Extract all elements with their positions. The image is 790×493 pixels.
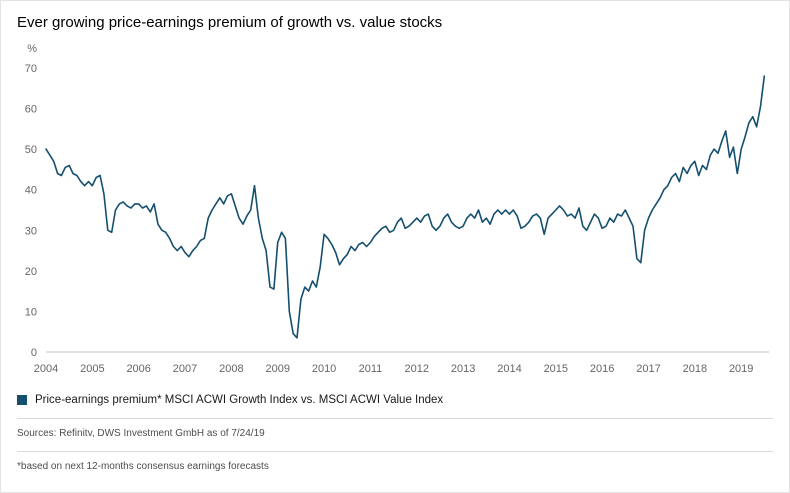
x-tick-label: 2012 bbox=[405, 363, 429, 375]
x-tick-label: 2013 bbox=[451, 363, 475, 375]
y-tick-label: 50 bbox=[25, 144, 37, 156]
x-tick-label: 2014 bbox=[497, 363, 521, 375]
x-tick-label: 2018 bbox=[683, 363, 707, 375]
y-tick-label: 40 bbox=[25, 185, 37, 197]
x-tick-label: 2009 bbox=[265, 363, 289, 375]
x-tick-label: 2004 bbox=[34, 363, 58, 375]
x-tick-label: 2007 bbox=[173, 363, 197, 375]
y-tick-label: 60 bbox=[25, 104, 37, 116]
x-tick-label: 2011 bbox=[359, 363, 383, 375]
chart-legend: Price-earnings premium* MSCI ACWI Growth… bbox=[1, 394, 789, 406]
footnote-text: *based on next 12-months consensus earni… bbox=[17, 461, 269, 472]
x-tick-label: 2005 bbox=[80, 363, 104, 375]
divider-above-sources bbox=[17, 418, 773, 419]
sources-text: Sources: Refinitv, DWS Investment GmbH a… bbox=[17, 428, 265, 439]
chart-title: Ever growing price-earnings premium of g… bbox=[17, 14, 443, 31]
x-tick-label: 2008 bbox=[219, 363, 243, 375]
y-tick-label: 20 bbox=[25, 266, 37, 278]
x-tick-label: 2006 bbox=[126, 363, 150, 375]
pe-premium-chart: % 0 10 20 30 40 50 60 70 2004 2005 2006 2007 2008 2009… bbox=[25, 43, 769, 375]
legend-swatch bbox=[17, 395, 27, 405]
y-tick-label: 10 bbox=[25, 306, 37, 318]
x-tick-label: 2019 bbox=[729, 363, 753, 375]
y-tick-label: 30 bbox=[25, 225, 37, 237]
legend-label: Price-earnings premium* MSCI ACWI Growth… bbox=[35, 394, 444, 406]
x-tick-label: 2015 bbox=[544, 363, 568, 375]
y-axis-unit-label: % bbox=[27, 43, 37, 55]
x-tick-label: 2017 bbox=[636, 363, 660, 375]
y-tick-label: 0 bbox=[31, 347, 37, 359]
x-tick-label: 2016 bbox=[590, 363, 614, 375]
x-tick-label: 2010 bbox=[312, 363, 336, 375]
series-line bbox=[45, 75, 766, 339]
y-tick-label: 70 bbox=[25, 63, 37, 75]
divider-above-footnote bbox=[17, 451, 773, 452]
